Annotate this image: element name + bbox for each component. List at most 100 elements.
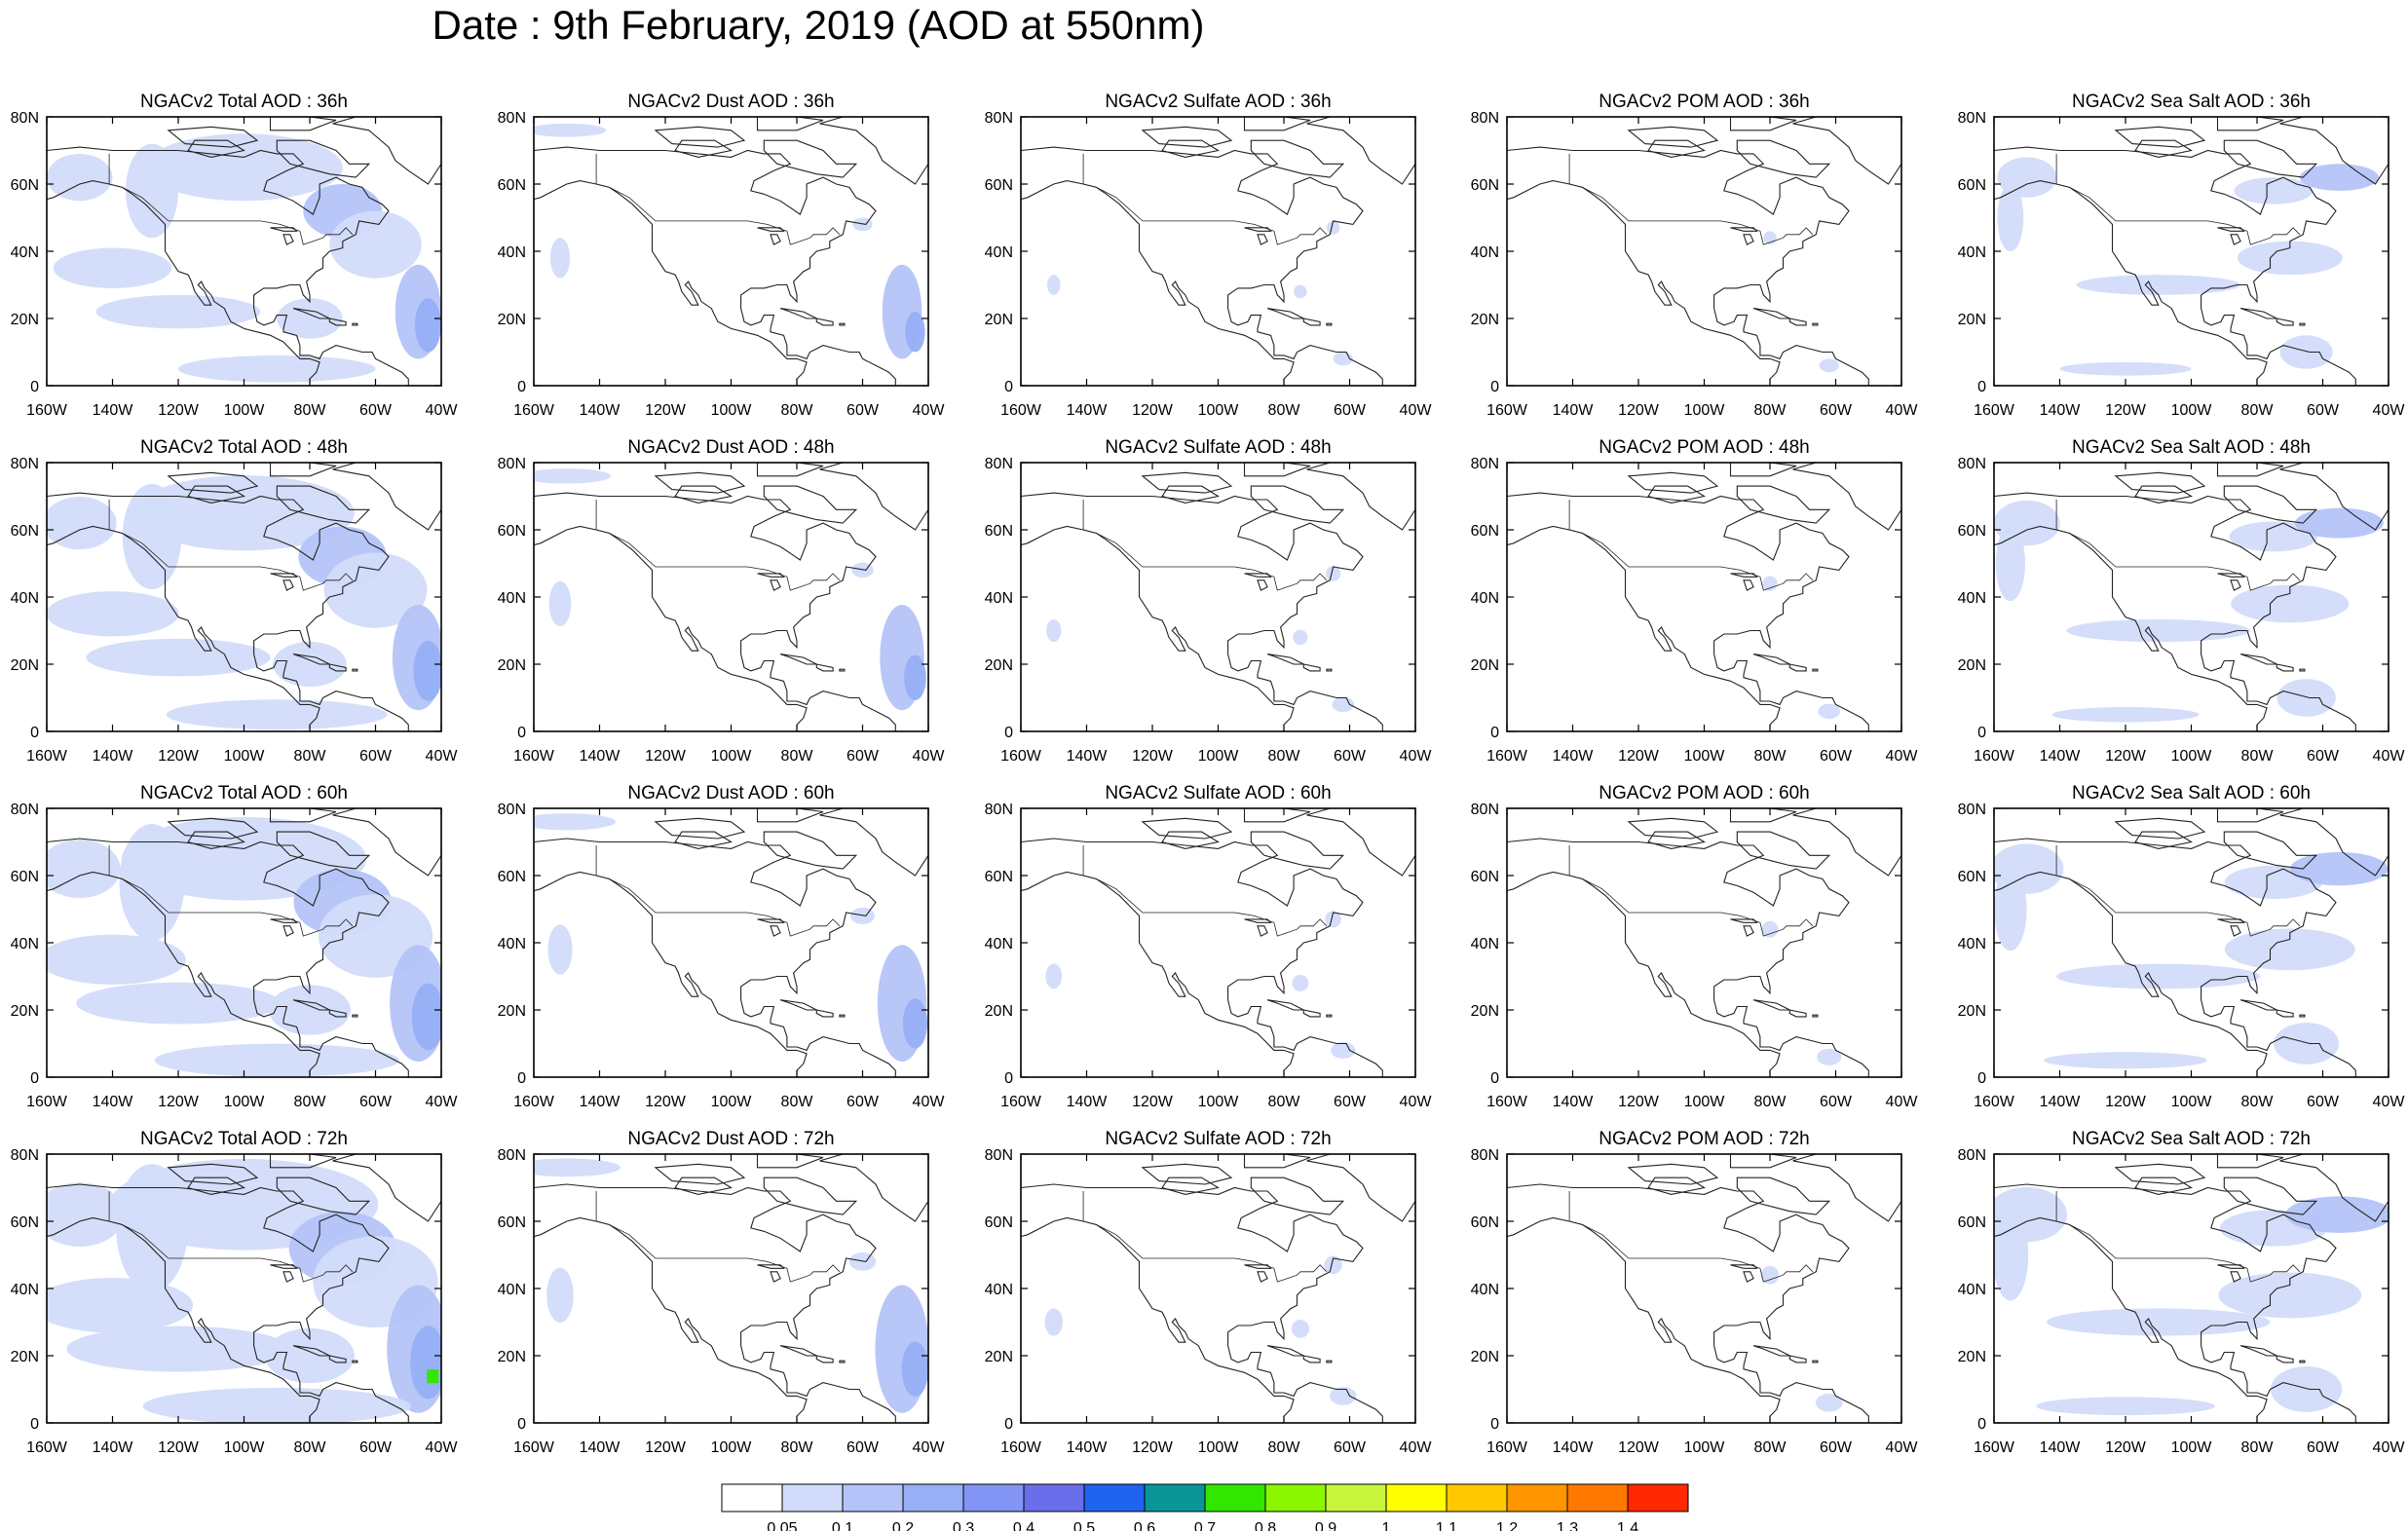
aod-field [47,816,441,1077]
coastline [534,838,896,1077]
x-tick-label: 80W [1268,402,1301,419]
map-panel: 160W 140W 120W 100W 80W 60W 40W 0 20N 40N 60N 80N NG… [985,1129,1433,1456]
country-border [2055,153,2301,245]
island-coastline [1812,668,1819,672]
coastlines [1994,117,2389,386]
lake-outline [1257,579,1268,591]
island-coastline [187,139,245,158]
y-tick-label: 80N [11,456,39,472]
island-coastline [1266,653,1304,665]
y-tick-label: 60N [985,1214,1013,1231]
island-coastline [1266,308,1304,319]
island-coastline [756,1154,824,1169]
y-tick-label: 40N [1471,936,1499,952]
island-coastline [839,322,846,326]
island-coastline [269,117,337,131]
greenland-coastline [2279,117,2389,185]
island-coastline [328,1355,347,1363]
island-coastline [352,668,358,672]
aod-patch [1325,911,1341,928]
x-tick-label: 140W [580,1439,621,1456]
y-tick-label: 0 [517,725,526,741]
island-coastline [2276,663,2294,672]
x-tick-label: 160W [513,1439,555,1456]
x-tick-label: 140W [2040,1094,2082,1110]
island-coastline [2134,485,2193,504]
colorbar-box [902,1483,964,1512]
island-coastline [2299,322,2306,326]
island-coastline [2299,1360,2306,1363]
x-tick-label: 140W [1553,748,1595,765]
island-coastline [815,663,834,672]
x-tick-label: 160W [1486,1439,1528,1456]
island-coastline [1729,808,1797,823]
x-tick-label: 60W [1820,1094,1853,1110]
y-tick-label: 60N [498,177,526,194]
x-tick-label: 40W [1400,1439,1433,1456]
island-coastline [779,653,817,665]
aod-patch [2051,707,2200,723]
x-tick-label: 160W [26,748,68,765]
panel-title: NGACv2 Total AOD : 48h [140,437,348,458]
lake-outline [2230,579,2241,591]
panel-title: NGACv2 Sea Salt AOD : 48h [2072,437,2311,458]
aod-patch [47,1278,194,1333]
island-coastline [328,317,347,326]
x-tick-label: 60W [2307,748,2340,765]
y-tick-label: 20N [498,1003,526,1020]
island-coastline [2276,1009,2294,1018]
map-panel: 160W 140W 120W 100W 80W 60W 40W 0 20N 40N 60N 80N NG… [11,783,459,1110]
map-background [1021,1154,1415,1423]
aod-patch [547,924,573,975]
island-coastline [1302,1355,1321,1363]
lake-outline [2217,227,2245,232]
x-tick-label: 40W [2373,1094,2406,1110]
x-tick-label: 120W [2105,1094,2147,1110]
x-tick-label: 100W [224,748,266,765]
aod-patch [47,153,113,202]
greenland-coastline [819,463,928,531]
coastlines [1507,117,1901,386]
island-coastline [1647,485,1706,504]
island-coastline [674,831,733,849]
island-coastline [1141,817,1233,840]
country-border [2055,500,2301,591]
aod-field [1994,843,2389,1069]
y-tick-label: 0 [1004,725,1013,741]
island-coastline [654,471,746,494]
x-tick-label: 40W [426,1094,459,1110]
aod-patch [1817,1048,1842,1065]
island-coastline [756,463,824,477]
x-tick-label: 120W [645,1094,687,1110]
y-tick-label: 60N [985,177,1013,194]
island-coastline [1647,831,1706,849]
x-tick-label: 120W [645,748,687,765]
x-tick-label: 60W [1820,1439,1853,1456]
island-coastline [2223,485,2318,524]
y-tick-label: 40N [498,590,526,607]
aod-patch [86,638,271,677]
lake-outline [770,1271,781,1283]
island-coastline [1326,1360,1333,1363]
x-tick-label: 100W [1198,1439,1240,1456]
aod-patch [2274,1023,2340,1064]
aod-patch [2279,335,2333,369]
aod-patch [546,1267,574,1324]
y-tick-label: 20N [985,1349,1013,1365]
island-coastline [1243,463,1311,477]
map-panel: 160W 140W 120W 100W 80W 60W 40W 0 20N 40N 60N 80N NG… [985,92,1433,419]
lake-outline [770,234,781,245]
y-tick-label: 40N [985,936,1013,952]
x-tick-label: 100W [711,1094,753,1110]
aod-patch [1815,1393,1843,1412]
x-tick-label: 120W [2105,1439,2147,1456]
island-coastline [763,139,858,178]
y-tick-label: 0 [517,1416,526,1433]
island-coastline [352,322,358,326]
lake-outline [1244,573,1272,578]
lake-outline [2217,1264,2245,1269]
y-tick-label: 60N [498,523,526,540]
country-border [1568,1191,1814,1283]
lake-outline [282,234,294,245]
aod-patch [2234,177,2314,205]
